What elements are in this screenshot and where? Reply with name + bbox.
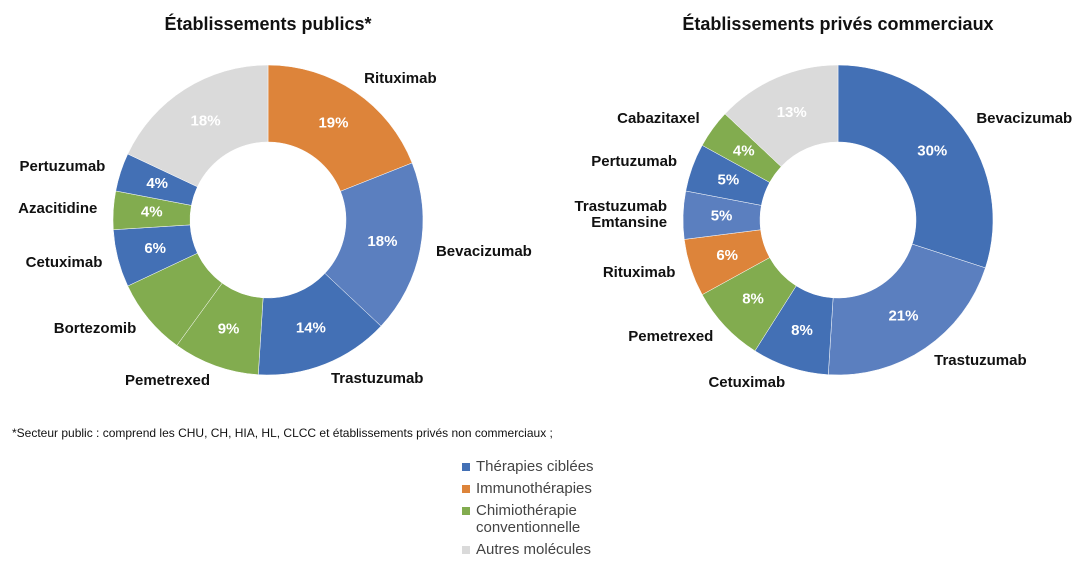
value-label: 4% <box>141 204 163 221</box>
category-label: Trastuzumab <box>934 352 1027 370</box>
value-label: 18% <box>191 113 221 130</box>
category-label: Azacitidine <box>18 200 98 218</box>
value-label: 6% <box>144 240 166 257</box>
value-label: 30% <box>917 142 947 159</box>
value-label: 18% <box>367 233 397 250</box>
donut-segment <box>127 64 269 188</box>
category-label: Trastuzumab Emtansine <box>574 197 668 231</box>
category-label: Rituximab <box>364 69 437 87</box>
category-label: Cetuximab <box>25 253 103 271</box>
value-label: 8% <box>791 322 813 339</box>
category-label: Rituximab <box>602 263 676 281</box>
footnote: *Secteur public : comprend les CHU, CH, … <box>12 426 553 440</box>
value-label: 4% <box>146 175 168 192</box>
value-label: 19% <box>318 115 348 132</box>
legend-label: Immunothérapies <box>476 480 592 497</box>
legend-item: Thérapies ciblées <box>462 458 676 475</box>
category-label: Pertuzumab <box>591 153 678 171</box>
value-label: 5% <box>718 172 740 189</box>
category-label: Trastuzumab <box>330 369 424 387</box>
legend-label: Autres molécules <box>476 541 592 558</box>
legend-item: Autres molécules <box>462 541 676 558</box>
value-label: 13% <box>777 104 807 121</box>
legend-swatch <box>462 485 470 493</box>
donut-segment <box>837 64 994 269</box>
value-label: 21% <box>888 307 918 324</box>
value-label: 4% <box>733 142 755 159</box>
value-label: 8% <box>742 291 764 308</box>
category-label: Bevacizumab <box>976 110 1073 128</box>
value-label: 6% <box>716 247 738 264</box>
category-label: Pemetrexed <box>628 328 714 346</box>
legend-swatch <box>462 463 470 471</box>
category-label: Pertuzumab <box>19 158 106 176</box>
category-label: Cabazitaxel <box>617 110 700 128</box>
chart-title: Établissements publics* <box>164 14 372 34</box>
donut-segment <box>724 64 839 167</box>
category-label: Pemetrexed <box>125 371 211 389</box>
donut-segment <box>267 64 413 192</box>
legend-item: Immunothérapies <box>462 480 676 497</box>
value-label: 9% <box>218 321 240 338</box>
category-label: Cetuximab <box>708 373 786 391</box>
value-label: 5% <box>711 207 733 224</box>
legend-swatch <box>462 507 470 515</box>
donut-segment <box>828 243 986 376</box>
category-label: Bortezomib <box>53 319 137 337</box>
donut-segment <box>324 162 424 327</box>
legend-item: Chimiothérapie conventionnelle <box>462 502 626 536</box>
legend-label: Thérapies ciblées <box>476 458 594 475</box>
value-label: 14% <box>296 319 326 336</box>
legend-swatch <box>462 546 470 554</box>
category-label: Bevacizumab <box>435 243 532 261</box>
legend-label: Chimiothérapie conventionnelle <box>476 502 581 536</box>
chart-title: Établissements privés commerciaux <box>682 14 994 34</box>
